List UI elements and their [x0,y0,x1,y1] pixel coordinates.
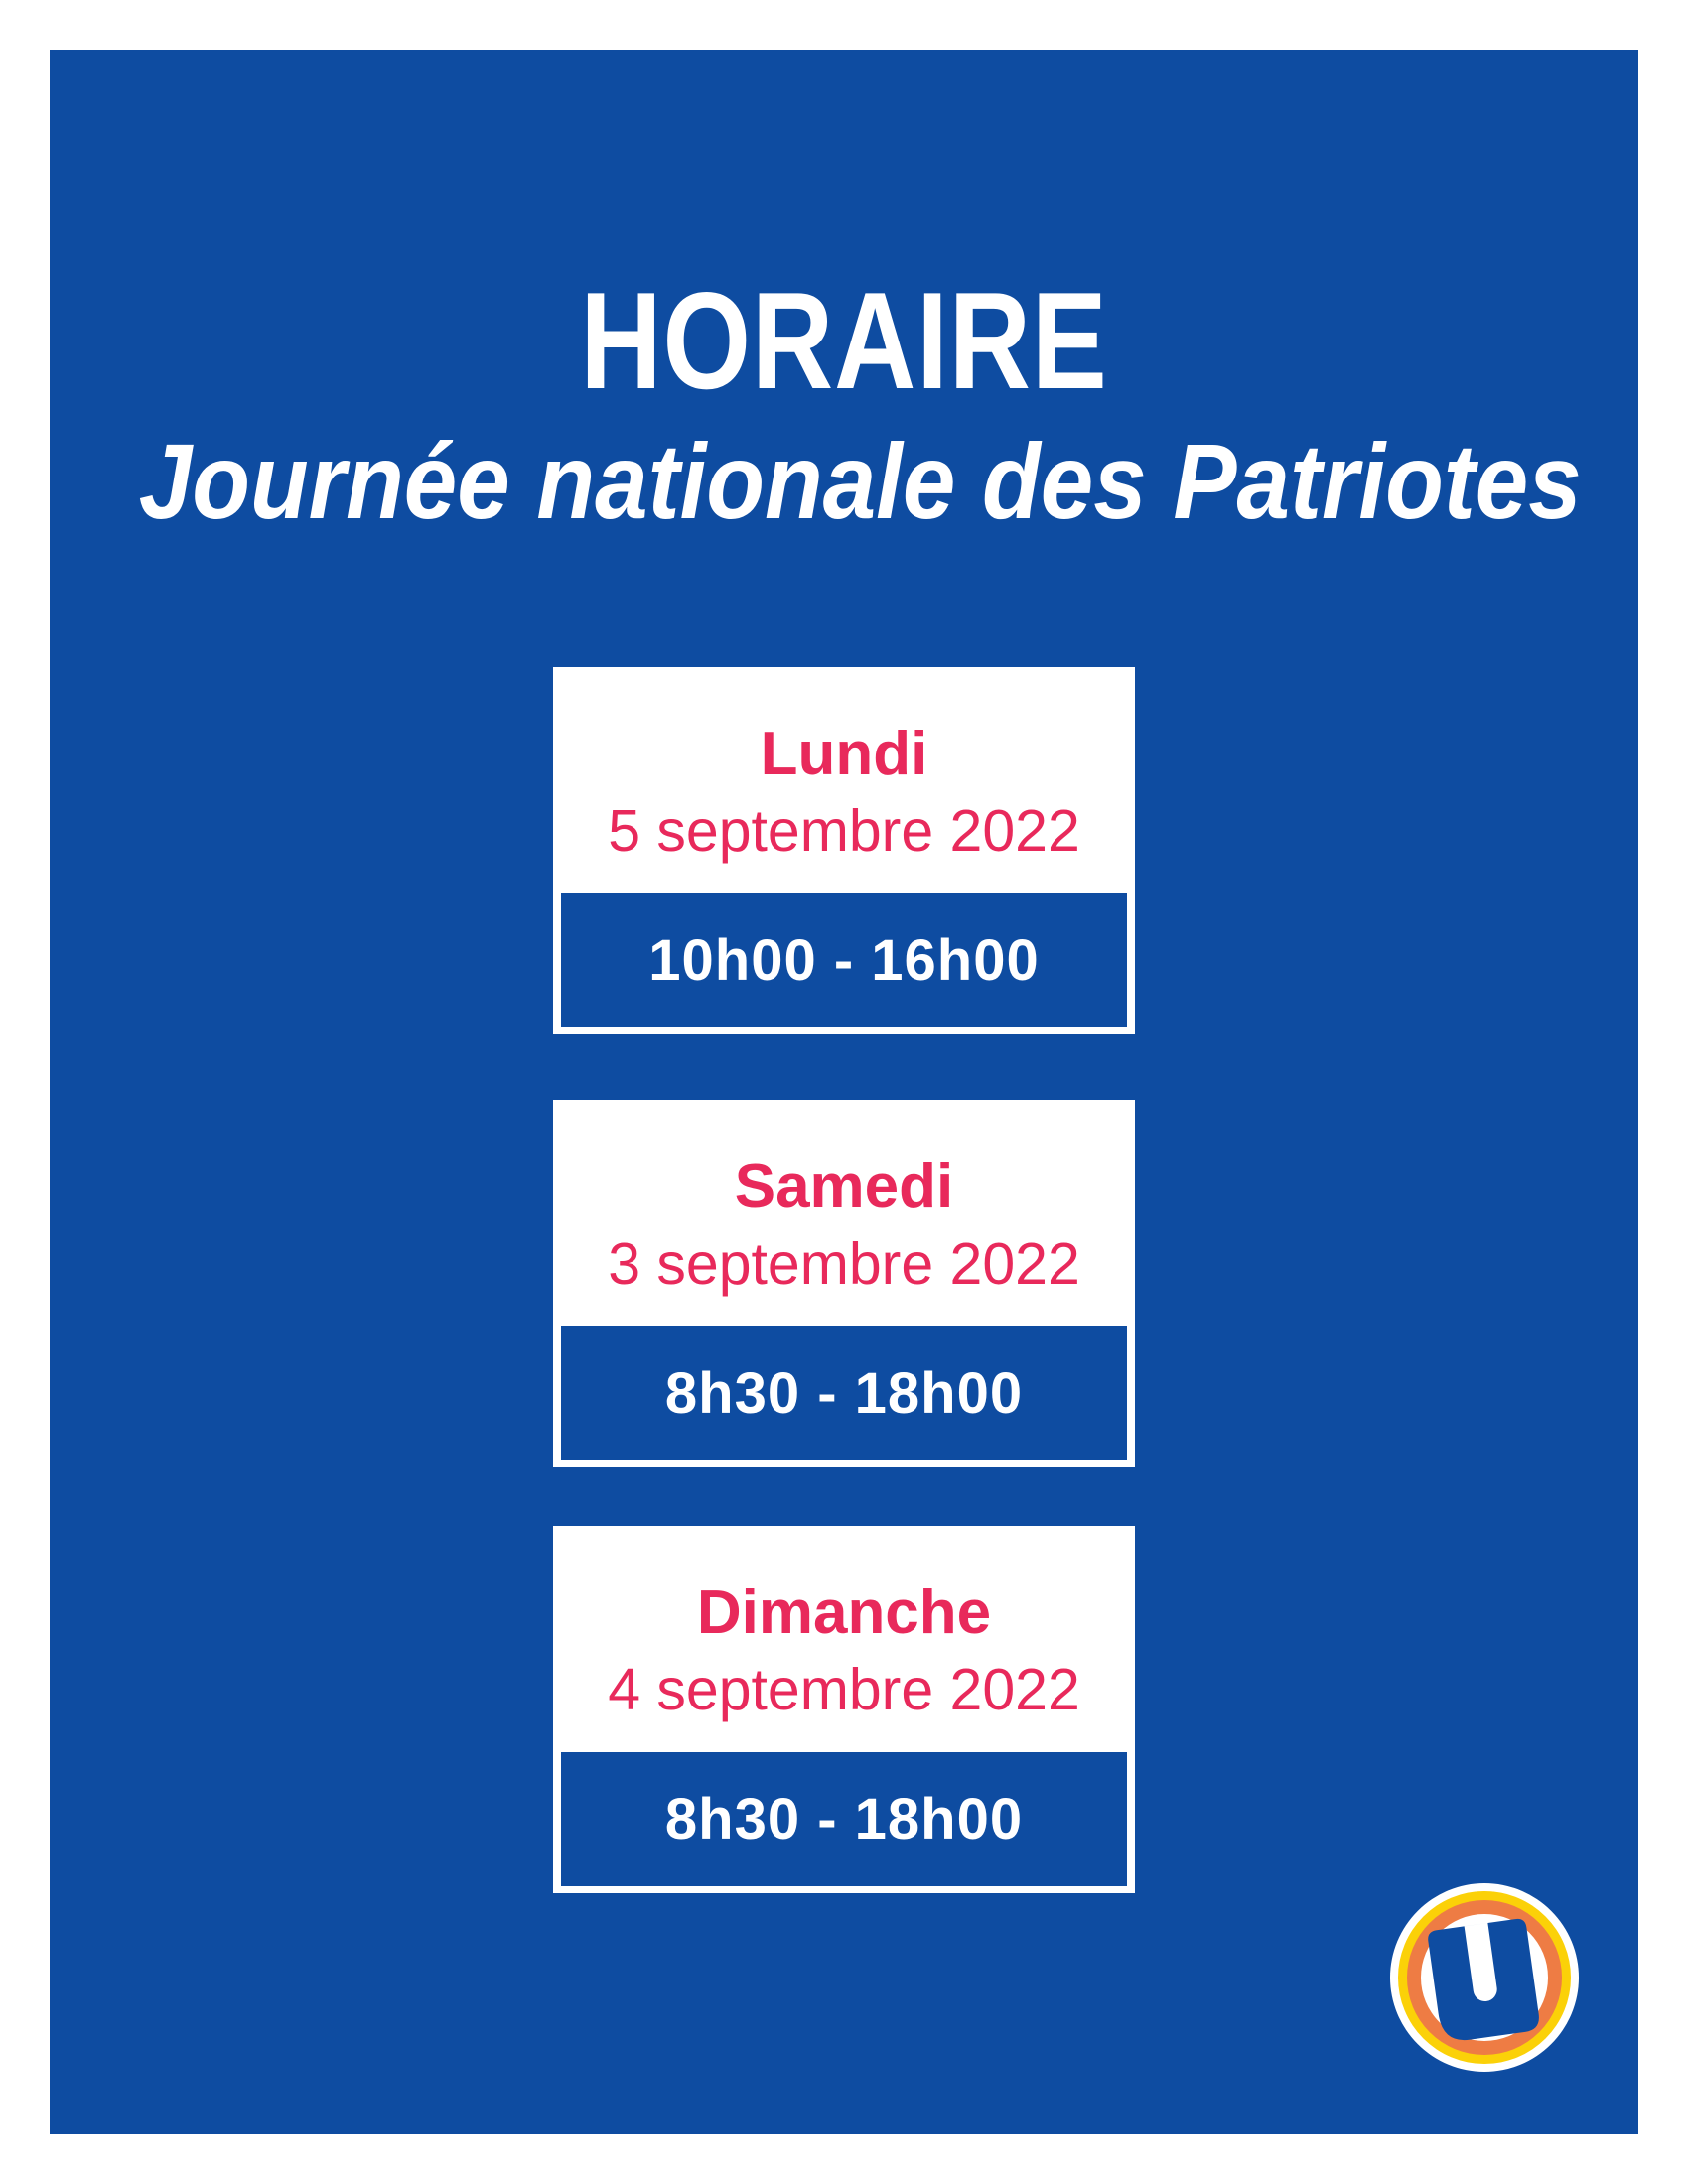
hours-band: 8h30 - 18h00 [561,1326,1127,1460]
hours-label: 8h30 - 18h00 [664,1360,1024,1426]
schedule-card-saturday: Samedi 3 septembre 2022 8h30 - 18h00 [553,1100,1135,1467]
schedule-card-monday: Lundi 5 septembre 2022 10h00 - 16h00 [553,667,1135,1034]
poster-subtitle: Journée nationale des Patriotes [50,428,1638,535]
poster-title-text: HORAIRE [580,264,1108,418]
day-label: Lundi [760,720,928,788]
day-label: Dimanche [696,1578,992,1647]
hours-label: 8h30 - 18h00 [664,1786,1024,1851]
poster-subtitle-text: Journée nationale des Patriotes [138,421,1582,541]
logo-u-letter [1428,1918,1539,2041]
hours-band: 8h30 - 18h00 [561,1752,1127,1886]
schedule-card-sunday: Dimanche 4 septembre 2022 8h30 - 18h00 [553,1526,1135,1893]
date-label: 4 septembre 2022 [608,1657,1080,1722]
date-label: 3 septembre 2022 [608,1231,1080,1297]
u-ring-logo [1390,1883,1579,2072]
u-ring-logo-svg [1390,1883,1579,2072]
logo-u-group [1428,1918,1539,2041]
poster-title: HORAIRE [50,272,1638,410]
day-label: Samedi [734,1153,954,1221]
date-label: 5 septembre 2022 [608,798,1080,864]
hours-band: 10h00 - 16h00 [561,893,1127,1027]
hours-label: 10h00 - 16h00 [648,927,1040,993]
poster-background: HORAIRE Journée nationale des Patriotes … [50,50,1638,2134]
